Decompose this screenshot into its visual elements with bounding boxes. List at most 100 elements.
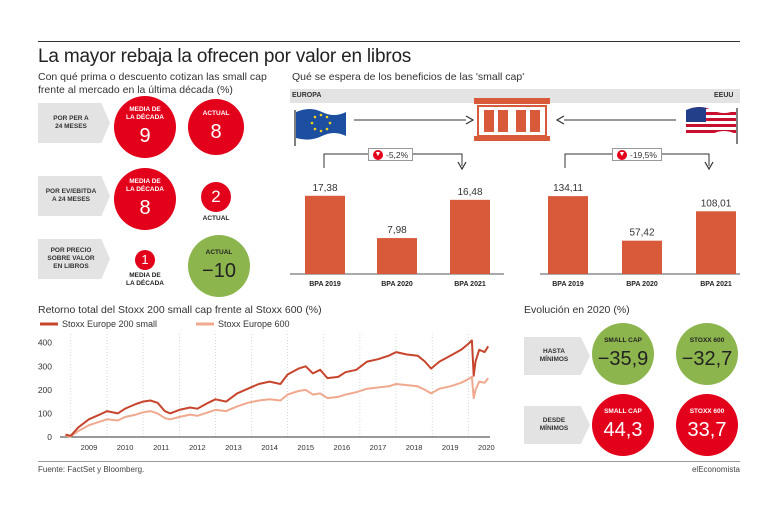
down-arrow-icon: ▼ [373, 149, 383, 160]
building-icon [474, 98, 550, 141]
evo-tag-from-lows: DESDE MÍNIMOS [524, 406, 590, 444]
y-tick-label: 100 [38, 408, 52, 418]
x-tick-label: 2017 [370, 443, 387, 452]
bar-value-label: 134,11 [553, 183, 583, 194]
avg-label-line: LA DÉCADA [125, 114, 165, 121]
bar-group-europa: 17,38 BPA 2019 7,98 BPA 2020 16,48 BPA 2021 [290, 183, 504, 288]
evo-small-from-lows-circle: SMALL CAP 44,3 [592, 394, 654, 456]
bar-europa-0 [305, 195, 345, 274]
pb-current-label: ACTUAL [205, 249, 233, 256]
bar-value-label: 16,48 [457, 187, 482, 198]
x-tick-label: 2015 [297, 443, 314, 452]
x-tick-label: 2009 [81, 443, 98, 452]
evo-stoxx-to-lows-circle: STOXX 600 −32,7 [676, 323, 738, 385]
legend-label: Stoxx Europe 600 [218, 319, 290, 329]
x-tick-label: 2010 [117, 443, 134, 452]
row-tag-price-book: POR PRECIO SOBRE VALOR EN LIBROS [38, 239, 110, 279]
series-line-1 [65, 375, 489, 438]
ev-current-label: ACTUAL [202, 215, 230, 222]
evo-tag-to-lows: HASTA MÍNIMOS [524, 337, 590, 375]
down-arrow-icon: ▼ [617, 149, 627, 160]
x-tick-label: 2020 [478, 443, 495, 452]
x-tick-label: 2014 [261, 443, 278, 452]
avg-label-line: MEDIA DE [129, 106, 161, 113]
evo-small-from-lows-value: 44,3 [603, 419, 643, 441]
europa-change-value: -5,2% [386, 149, 409, 160]
europa-label: EUROPA [292, 92, 322, 99]
ev-average-value: 8 [139, 197, 151, 219]
tag-line: EN LIBROS [53, 263, 89, 270]
per-average-circle: MEDIA DE LA DÉCADA 9 [114, 96, 176, 158]
pb-average-label: MEDIA DE LA DÉCADA [120, 272, 170, 288]
row-tag-ev-ebitda: POR EV/EBITDA A 24 MESES [38, 176, 110, 216]
tag-line: POR PRECIO [50, 247, 92, 254]
left-subtitle-line2: frente al mercado en la última década (%… [38, 83, 233, 96]
source-note: Fuente: FactSet y Bloomberg. [38, 465, 145, 474]
evo-stoxx-label: STOXX 600 [689, 337, 725, 344]
bar-eeuu-0 [548, 196, 588, 274]
y-tick-label: 400 [38, 338, 52, 348]
evo-stoxx-to-lows-value: −32,7 [681, 348, 733, 370]
europa-change-box: ▼ -5,2% [368, 148, 414, 161]
footer-rule [38, 461, 740, 462]
per-average-value: 9 [139, 125, 151, 147]
region-band [290, 89, 740, 103]
evo-stoxx-from-lows-value: 33,7 [687, 419, 727, 441]
bar-category-label: BPA 2021 [454, 281, 486, 288]
tag-line: POR EV/EBITDA [45, 188, 97, 195]
tag-line: A 24 MESES [51, 196, 91, 203]
evo-small-label: SMALL CAP [604, 337, 642, 344]
bar-category-label: BPA 2021 [700, 281, 732, 288]
bar-category-label: BPA 2019 [552, 281, 584, 288]
x-tick-label: 2011 [153, 443, 169, 452]
avg-label-line: MEDIA DE [129, 178, 161, 185]
avg-label-line: LA DÉCADA [125, 186, 165, 193]
evo-small-to-lows-circle: SMALL CAP −35,9 [592, 323, 654, 385]
right-subtitle: Qué se espera de los beneficios de las '… [292, 71, 525, 83]
left-subtitle-line1: Con qué prima o descuento cotizan las sm… [38, 71, 267, 83]
ev-current-circle: 2 [201, 182, 231, 212]
legend-label: Stoxx Europe 200 small [62, 319, 157, 329]
eeuu-label: EEUU [714, 92, 734, 99]
bar-category-label: BPA 2019 [309, 281, 341, 288]
page-title: La mayor rebaja la ofrecen por valor en … [38, 46, 412, 67]
tag-line: SOBRE VALOR [47, 255, 95, 262]
pb-average-value: 1 [141, 252, 149, 267]
y-tick-label: 0 [47, 432, 52, 442]
line-subtitle: Retorno total del Stoxx 200 small cap fr… [38, 304, 322, 316]
avg-label-line: MEDIA DE [129, 272, 161, 279]
evo-small-to-lows-value: −35,9 [597, 348, 649, 370]
bar-value-label: 7,98 [387, 225, 407, 236]
per-current-value: 8 [210, 121, 222, 143]
bar-europa-2 [450, 199, 490, 274]
bar-category-label: BPA 2020 [626, 281, 658, 288]
left-subtitle: Con qué prima o descuento cotizan las sm… [38, 71, 278, 96]
x-tick-label: 2018 [406, 443, 423, 452]
ev-current-value: 2 [211, 187, 221, 206]
evo-tag-line: MÍNIMOS [539, 356, 569, 363]
avg-label-line: LA DÉCADA [125, 280, 165, 287]
per-average-label: MEDIA DE LA DÉCADA [126, 106, 164, 122]
evo-small-label: SMALL CAP [604, 408, 642, 415]
bar-eeuu-1 [622, 240, 662, 274]
pb-current-circle: ACTUAL −10 [188, 235, 250, 297]
x-tick-label: 2016 [334, 443, 351, 452]
evo-stoxx-from-lows-circle: STOXX 600 33,7 [676, 394, 738, 456]
bar-category-label: BPA 2020 [381, 281, 413, 288]
pb-average-circle: 1 [135, 250, 155, 270]
arrow-eeuu-icon [556, 115, 676, 125]
brand-logo: elEconomista [691, 465, 740, 474]
tag-line: 24 MESES [55, 123, 87, 130]
per-current-label: ACTUAL [202, 110, 230, 117]
evo-stoxx-label: STOXX 600 [689, 408, 725, 415]
bar-group-eeuu: 134,11 BPA 2019 57,42 BPA 2020 108,01 BPA 202… [540, 183, 740, 288]
us-flag-icon [686, 107, 738, 144]
y-tick-label: 200 [38, 385, 52, 395]
y-tick-label: 300 [38, 361, 52, 371]
x-tick-label: 2012 [189, 443, 206, 452]
line-legend: Stoxx Europe 200 small Stoxx Europe 600 [40, 319, 290, 329]
pb-current-value: −10 [202, 260, 236, 282]
eu-flag-icon [294, 109, 346, 146]
ev-average-label: MEDIA DE LA DÉCADA [126, 178, 164, 194]
